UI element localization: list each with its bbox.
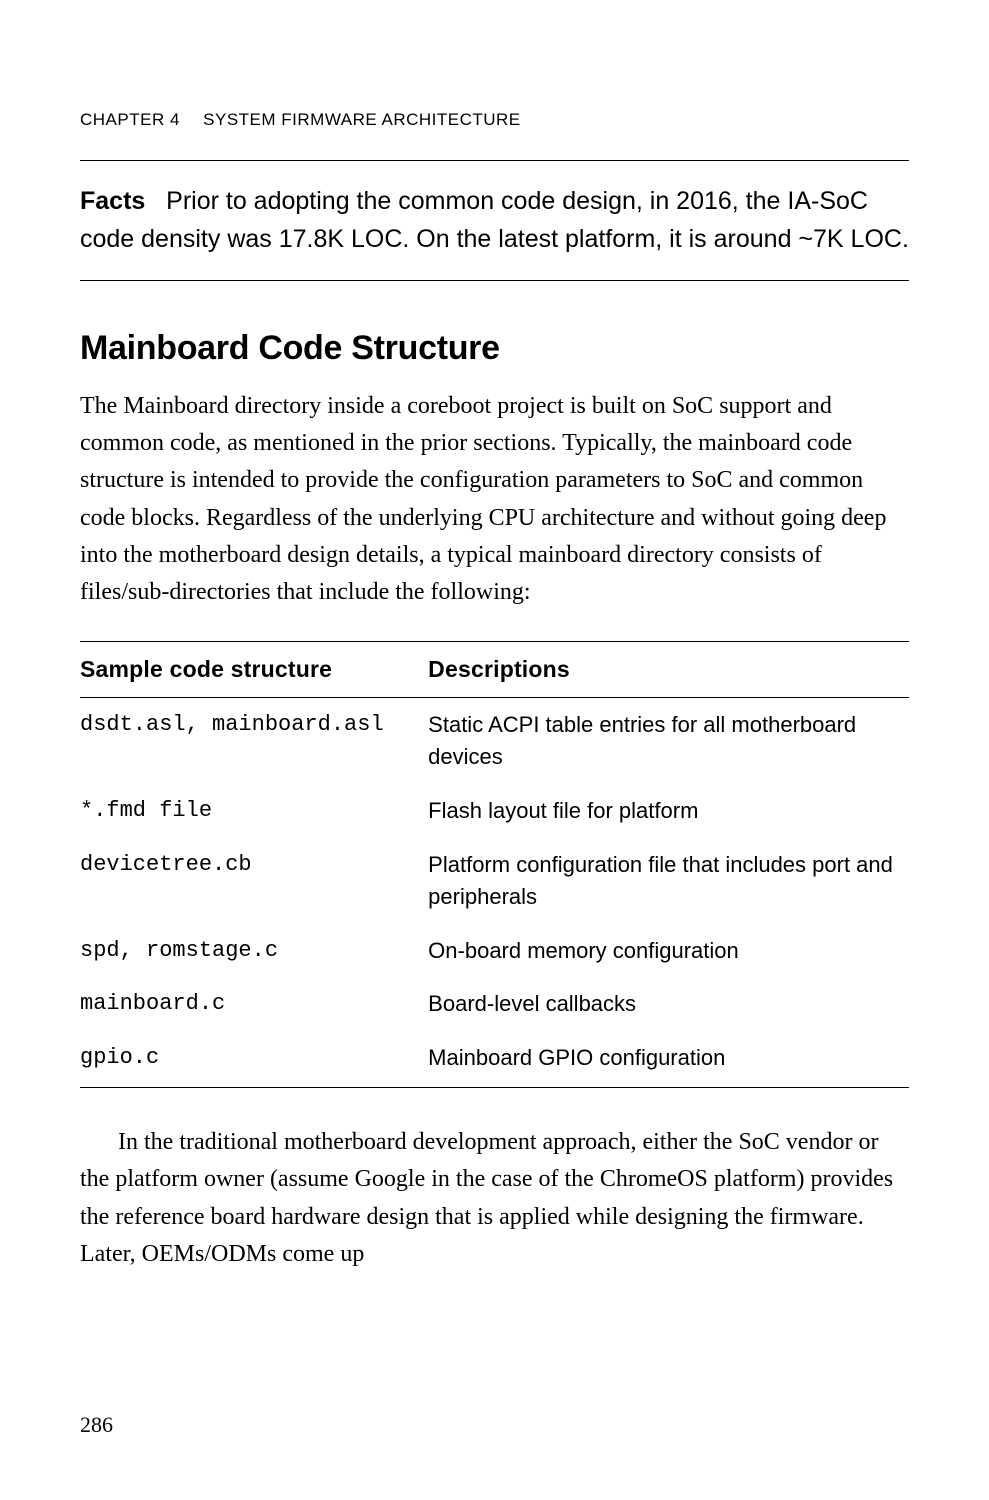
col-header-sample: Sample code structure [80,642,428,698]
facts-callout: Facts Prior to adopting the common code … [80,160,909,281]
page-number: 286 [80,1412,113,1438]
chapter-title: SYSTEM FIRMWARE ARCHITECTURE [203,110,521,129]
table-row: dsdt.asl, mainboard.asl Static ACPI tabl… [80,698,909,784]
table-row: spd, romstage.c On-board memory configur… [80,924,909,978]
running-header: CHAPTER 4 SYSTEM FIRMWARE ARCHITECTURE [80,110,909,130]
code-cell: mainboard.c [80,977,428,1031]
desc-cell: Board-level callbacks [428,977,909,1031]
code-cell: spd, romstage.c [80,924,428,978]
code-structure-table-wrap: Sample code structure Descriptions dsdt.… [80,641,909,1088]
desc-cell: Static ACPI table entries for all mother… [428,698,909,784]
table-header-row: Sample code structure Descriptions [80,642,909,698]
table-row: *.fmd file Flash layout file for platfor… [80,784,909,838]
code-cell: devicetree.cb [80,838,428,924]
facts-label: Facts [80,187,145,215]
desc-cell: On-board memory configuration [428,924,909,978]
desc-cell: Mainboard GPIO configuration [428,1031,909,1087]
section-heading: Mainboard Code Structure [80,329,909,368]
intro-paragraph: The Mainboard directory inside a coreboo… [80,388,909,611]
page: CHAPTER 4 SYSTEM FIRMWARE ARCHITECTURE F… [0,0,989,1500]
after-table-paragraph: In the traditional motherboard developme… [80,1124,909,1273]
code-cell: *.fmd file [80,784,428,838]
table-row: devicetree.cb Platform configuration fil… [80,838,909,924]
table-row: gpio.c Mainboard GPIO configuration [80,1031,909,1087]
code-structure-table: Sample code structure Descriptions dsdt.… [80,641,909,1088]
desc-cell: Flash layout file for platform [428,784,909,838]
facts-text: Facts Prior to adopting the common code … [80,183,909,258]
desc-cell: Platform configuration file that include… [428,838,909,924]
chapter-label: CHAPTER 4 [80,110,180,129]
code-cell: dsdt.asl, mainboard.asl [80,698,428,784]
table-row: mainboard.c Board-level callbacks [80,977,909,1031]
facts-body: Prior to adopting the common code design… [80,187,909,253]
code-cell: gpio.c [80,1031,428,1087]
col-header-desc: Descriptions [428,642,909,698]
